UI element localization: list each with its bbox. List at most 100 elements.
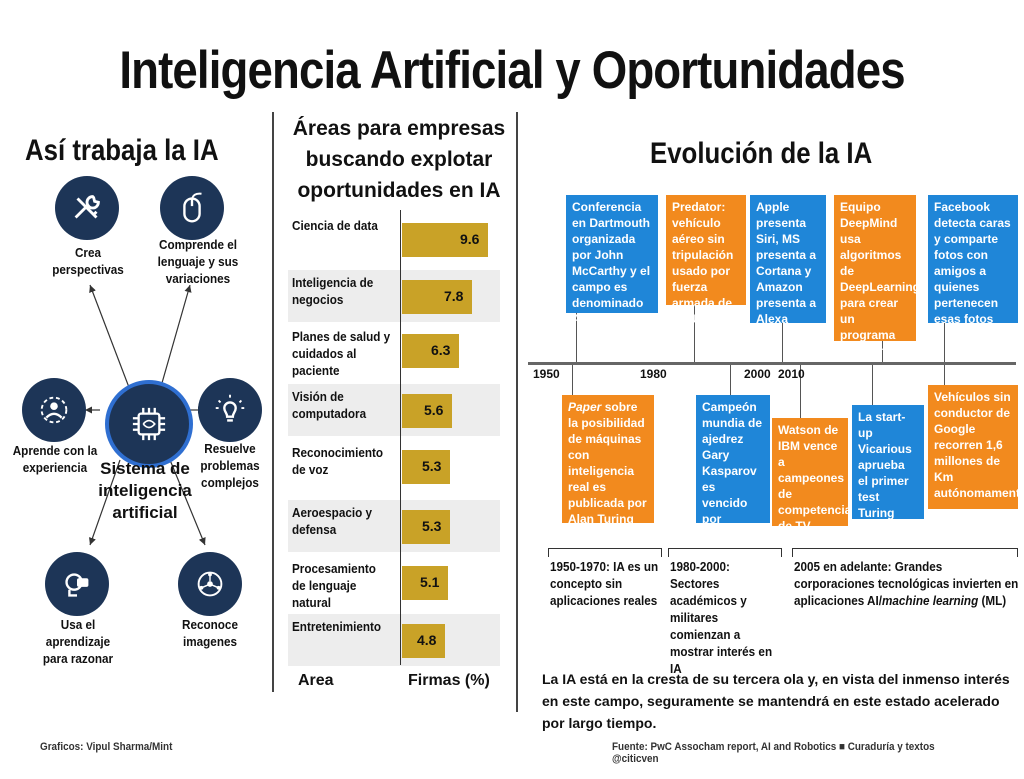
chart-bar — [402, 280, 472, 314]
label-resuelve-problemas: Resuelve problemas complejos — [200, 441, 260, 490]
card-text: Vehículos sin conductor de Google recorr… — [934, 390, 1024, 500]
timeline-card-bottom-0: Paper sobre la posibilidad de máquinas c… — [562, 395, 654, 526]
era-bracket-1 — [548, 548, 662, 557]
left-section-title: Así trabaja la IA — [25, 134, 219, 167]
chart-value-label: 5.1 — [420, 574, 440, 590]
chart-value-label: 9.6 — [460, 231, 480, 247]
chart-value-label: 5.6 — [424, 402, 444, 418]
footer-source: Fuente: PwC Assocham report, AI and Robo… — [612, 741, 935, 765]
chart-category-label: Entretenimiento — [292, 619, 382, 634]
middle-section-title: Áreas para empresas buscando explotar op… — [292, 117, 506, 202]
vr-headset-icon — [45, 552, 109, 616]
chart-value-label: 6.3 — [431, 342, 451, 358]
chart-category-label: Ciencia de data — [292, 218, 378, 233]
chart-bar — [402, 624, 445, 658]
card-text: sobre la posibilidad de máquinas con int… — [568, 400, 647, 526]
year-2010: 2010 — [778, 367, 805, 381]
label-reconoce-imagenes: Reconoce imagenes — [182, 617, 238, 649]
chart-bar — [402, 394, 452, 428]
chart-bar — [402, 450, 450, 484]
card-text: Campeón mundia de ajedrez Gary Kasparov … — [702, 400, 763, 558]
era-1980-2000: 1980-2000: Sectores académicos y militar… — [670, 559, 773, 676]
timeline-stem — [576, 313, 577, 362]
center-system-label: Sistema de inteligencia artificial — [98, 459, 192, 522]
timeline-axis — [528, 362, 1016, 365]
label-crea-perspectivas: Crea perspectivas — [52, 245, 124, 277]
timeline-stem — [882, 341, 883, 362]
left-divider — [272, 112, 274, 692]
era-bracket-2 — [668, 548, 782, 557]
chart-category-label: Inteligencia de negocios — [292, 275, 374, 307]
card-text: Facebook detecta caras y comparte fotos … — [934, 200, 1011, 326]
year-1980: 1980 — [640, 367, 667, 381]
timeline-card-top-0: Conferencia en Dartmouth organizada por … — [566, 195, 658, 326]
timeline-card-bottom-4: Vehículos sin conductor de Google recorr… — [928, 385, 1024, 509]
chart-bar — [402, 334, 459, 368]
chart-category-label: Aeroespacio y defensa — [292, 505, 372, 537]
person-target-icon — [22, 378, 86, 442]
label-aprende-experiencia: Aprende con la experiencia — [12, 443, 98, 475]
timeline-stem — [800, 365, 801, 418]
network-icon — [178, 552, 242, 616]
timeline-card-top-2: Apple presenta Siri, MS presenta a Corta… — [750, 195, 826, 326]
chart-ylabel: Firmas (%) — [408, 672, 490, 689]
card-emphasis: Paper — [568, 400, 602, 414]
chart-category-label: Reconocimiento de voz — [292, 445, 384, 477]
timeline-stem — [730, 365, 731, 395]
timeline-card-top-4: Facebook detecta caras y comparte fotos … — [928, 195, 1018, 326]
timeline-stem — [782, 323, 783, 362]
main-title: Inteligencia Artificial y Oportunidades — [119, 41, 905, 100]
chart-value-label: 4.8 — [417, 632, 437, 648]
timeline-card-bottom-2: Watson de IBM vence a campeones de compe… — [772, 418, 851, 549]
left-arrows — [85, 284, 206, 546]
chart-value-label: 5.3 — [422, 518, 442, 534]
timeline-stem — [572, 365, 573, 395]
chart-row-band — [288, 384, 500, 436]
label-usa-aprendizaje: Usa el aprendizaje para razonar — [42, 617, 114, 666]
ai-chip-icon — [105, 380, 193, 468]
chart-category-label: Procesamiento de lenguaje natural — [292, 561, 376, 610]
card-text: Apple presenta Siri, MS presenta a Corta… — [756, 200, 817, 326]
right-section-title: Evolución de la IA — [650, 137, 873, 170]
chart-value-label: 5.3 — [422, 458, 442, 474]
lightbulb-icon — [198, 378, 262, 442]
timeline-card-top-3: Equipo DeepMind usa algoritmos de DeepLe… — [834, 195, 920, 390]
tools-icon — [55, 176, 119, 240]
chart-bar — [402, 223, 488, 257]
era-2005-suffix: (ML) — [978, 593, 1007, 608]
chart-category-label: Planes de salud y cuidados al paciente — [292, 329, 391, 378]
era-2005: 2005 en adelante: Grandes corporaciones … — [794, 558, 1019, 609]
timeline-stem — [694, 305, 695, 362]
chart-bar — [402, 510, 450, 544]
timeline-card-bottom-1: Campeón mundia de ajedrez Gary Kasparov … — [696, 395, 770, 558]
chart-category-label: Visión de computadora — [292, 389, 367, 421]
chart-axis-line — [400, 210, 401, 665]
chart-xlabel: Area — [298, 672, 334, 689]
closing-text: La IA está en la cresta de su tercera ol… — [542, 671, 1010, 731]
label-comprende-lenguaje: Comprende el lenguaje y sus variaciones — [157, 237, 239, 286]
footer-credit: Graficos: Vipul Sharma/Mint — [40, 741, 173, 753]
card-text: Watson de IBM vence a campeones de compe… — [778, 423, 852, 549]
chart-bar — [402, 566, 448, 600]
mouse-icon — [160, 176, 224, 240]
year-2000: 2000 — [744, 367, 771, 381]
card-text: Predator: vehículo aéreo sin tripulación… — [672, 200, 734, 326]
year-1950: 1950 — [533, 367, 560, 381]
timeline-stem — [944, 365, 945, 385]
chart-value-label: 7.8 — [444, 288, 464, 304]
timeline-card-top-1: Predator: vehículo aéreo sin tripulación… — [666, 195, 746, 326]
card-text: Conferencia en Dartmouth organizada por … — [572, 200, 651, 326]
card-text: Equipo DeepMind usa algoritmos de DeepLe… — [840, 200, 921, 390]
timeline-stem — [944, 323, 945, 362]
era-2005-em: machine learning — [882, 593, 979, 608]
middle-divider — [516, 112, 518, 712]
era-bracket-3 — [792, 548, 1018, 557]
era-2005-text: 2005 en adelante: Grandes corporaciones … — [794, 559, 1019, 608]
chart-row-band — [288, 500, 500, 552]
timeline-card-bottom-3: La start-up Vicarious aprueba el primer … — [852, 405, 924, 536]
chart-row-band — [288, 614, 500, 666]
card-text: La start-up Vicarious aprueba el primer … — [858, 410, 917, 536]
timeline-stem — [872, 365, 873, 405]
era-1950-1970: 1950-1970: IA es un concepto sin aplicac… — [550, 559, 659, 608]
